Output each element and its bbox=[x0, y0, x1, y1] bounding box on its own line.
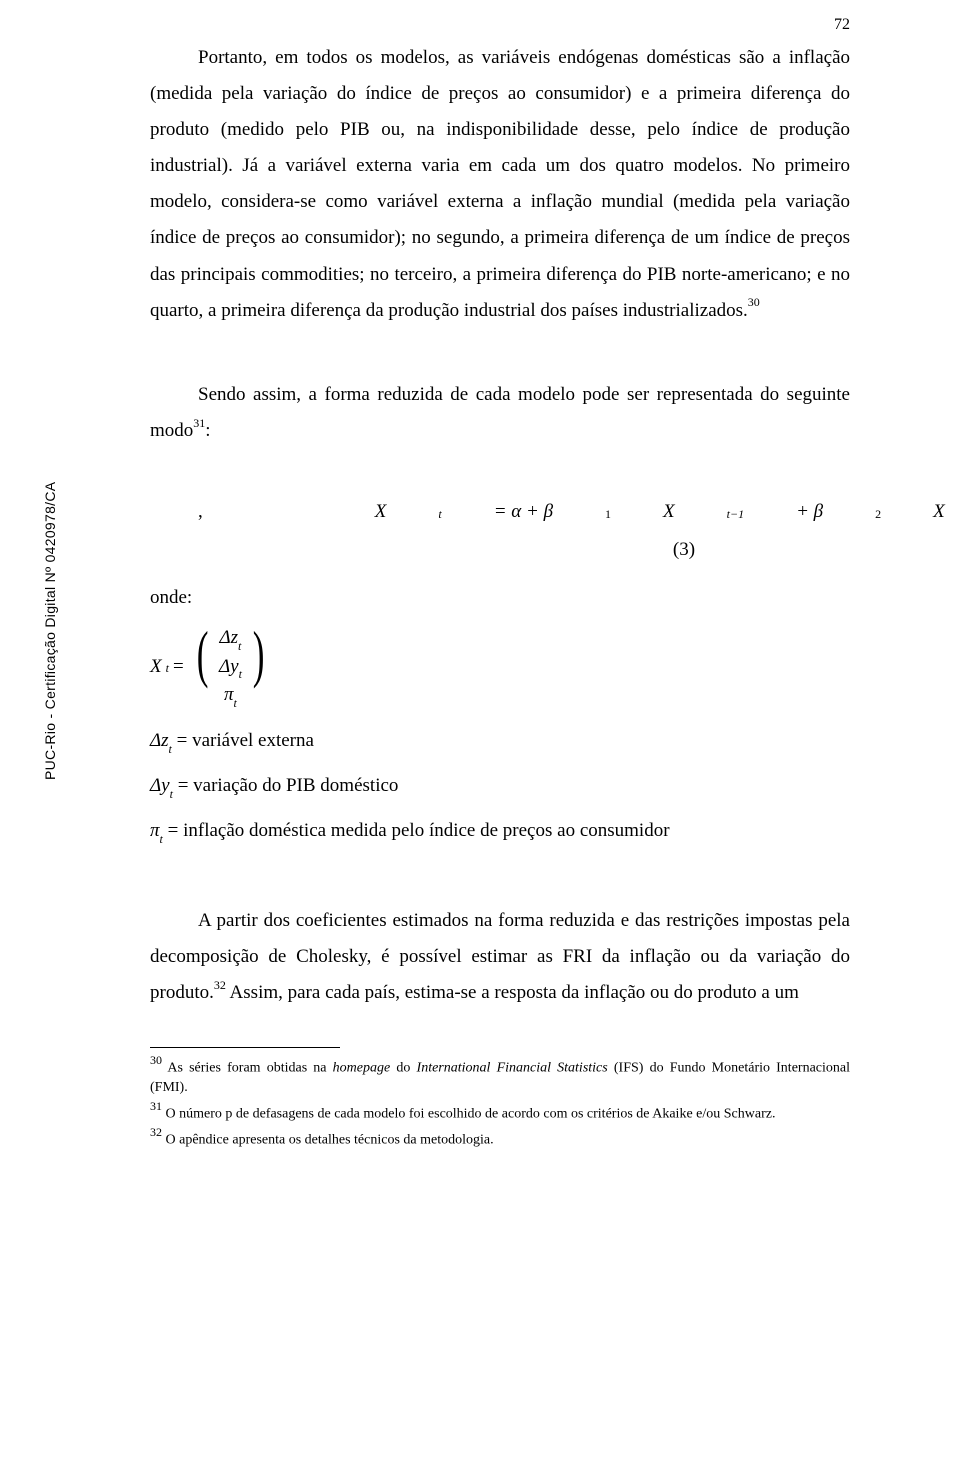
eq-part4: + β bbox=[748, 497, 823, 527]
pi-sub: t bbox=[160, 832, 163, 846]
paragraph-2: Sendo assim, a forma reduzida de cada mo… bbox=[150, 377, 850, 449]
spacer bbox=[150, 757, 850, 771]
eq-sub-b2: 2 bbox=[827, 505, 881, 524]
eq-X1: X bbox=[327, 497, 387, 527]
xt-eq: = bbox=[173, 652, 184, 682]
footnote-separator bbox=[150, 1047, 340, 1048]
eq-sub-tm1: t−1 bbox=[679, 505, 744, 524]
paragraph-2b: : bbox=[205, 420, 210, 441]
footnote-ref-30: 30 bbox=[748, 295, 760, 309]
vec-dy-sub: t bbox=[239, 667, 242, 681]
eq-X2: X bbox=[615, 497, 675, 527]
paragraph-3b: Assim, para cada país, estima-se a respo… bbox=[226, 982, 799, 1003]
fn30-c: do bbox=[390, 1061, 416, 1076]
fn31-num: 31 bbox=[150, 1099, 162, 1113]
footnote-30: 30 As séries foram obtidas na homepage d… bbox=[150, 1054, 850, 1097]
equation-3: , Xt = α + β1 Xt−1 + β2 Xt−2 + ... + βp … bbox=[150, 497, 850, 566]
paragraph-1-text: Portanto, em todos os modelos, as variáv… bbox=[150, 47, 850, 321]
vec-pi-sub: t bbox=[234, 696, 237, 710]
xt-vector: Xt = ( Δzt Δyt πt ) bbox=[150, 622, 850, 712]
paren-right-icon: ) bbox=[253, 622, 265, 712]
equation-number: (3) bbox=[470, 535, 850, 565]
xt-X: X bbox=[150, 652, 162, 682]
eq-X3: X bbox=[885, 497, 945, 527]
fn30-a: As séries foram obtidas na bbox=[162, 1061, 333, 1076]
pi-sym: π bbox=[150, 820, 160, 841]
footnote-ref-32: 32 bbox=[214, 978, 226, 992]
xt-matrix: ( Δzt Δyt πt ) bbox=[192, 622, 270, 712]
xt-sub: t bbox=[166, 659, 169, 678]
pi-text: = inflação doméstica medida pelo índice … bbox=[163, 820, 670, 841]
eq-sub-b1: 1 bbox=[557, 505, 611, 524]
vec-pi: π bbox=[224, 684, 234, 705]
fn32-num: 32 bbox=[150, 1125, 162, 1139]
vec-dz: Δz bbox=[220, 627, 239, 648]
dy-sub: t bbox=[170, 787, 173, 801]
pi-definition: πt = inflação doméstica medida pelo índi… bbox=[150, 816, 850, 847]
onde-label: onde: bbox=[150, 580, 850, 616]
fn30-b: homepage bbox=[333, 1061, 391, 1076]
paragraph-2a: Sendo assim, a forma reduzida de cada mo… bbox=[150, 384, 850, 441]
fn30-num: 30 bbox=[150, 1053, 162, 1067]
spacer bbox=[150, 712, 850, 726]
dy-definition: Δyt = variação do PIB doméstico bbox=[150, 771, 850, 802]
dz-definition: Δzt = variável externa bbox=[150, 726, 850, 757]
spacer bbox=[150, 566, 850, 580]
fn30-d: International Financial Statistics bbox=[417, 1061, 608, 1076]
dz-sub: t bbox=[169, 742, 172, 756]
dy-text: = variação do PIB doméstico bbox=[173, 775, 398, 796]
vec-dz-sub: t bbox=[238, 639, 241, 653]
dy-sym: Δy bbox=[150, 775, 170, 796]
paren-left-icon: ( bbox=[196, 622, 208, 712]
eq-sub-t1: t bbox=[390, 505, 441, 524]
fn32-text: O apêndice apresenta os detalhes técnico… bbox=[162, 1133, 494, 1148]
footnote-32: 32 O apêndice apresenta os detalhes técn… bbox=[150, 1126, 850, 1151]
spacer bbox=[150, 343, 850, 377]
vec-dy: Δy bbox=[219, 656, 239, 677]
footnote-31: 31 O número p de defasagens de cada mode… bbox=[150, 1100, 850, 1125]
spacer bbox=[150, 847, 850, 903]
spacer bbox=[150, 463, 850, 497]
paragraph-1: Portanto, em todos os modelos, as variáv… bbox=[150, 40, 850, 329]
page-number: 72 bbox=[834, 16, 850, 34]
spacer bbox=[150, 802, 850, 816]
eq-lead-comma: , bbox=[150, 497, 203, 527]
dz-sym: Δz bbox=[150, 730, 169, 751]
paragraph-3: A partir dos coeficientes estimados na f… bbox=[150, 903, 850, 1011]
eq-sub-tm2: t−2 bbox=[949, 505, 960, 524]
vertical-certification-label: PUC-Rio - Certificação Digital Nº 042097… bbox=[42, 482, 58, 780]
fn31-text: O número p de defasagens de cada modelo … bbox=[162, 1107, 775, 1122]
footnote-ref-31: 31 bbox=[193, 416, 205, 430]
page-root: 72 PUC-Rio - Certificação Digital Nº 042… bbox=[0, 0, 960, 1465]
dz-text: = variável externa bbox=[172, 730, 314, 751]
eq-part2: = α + β bbox=[446, 497, 553, 527]
